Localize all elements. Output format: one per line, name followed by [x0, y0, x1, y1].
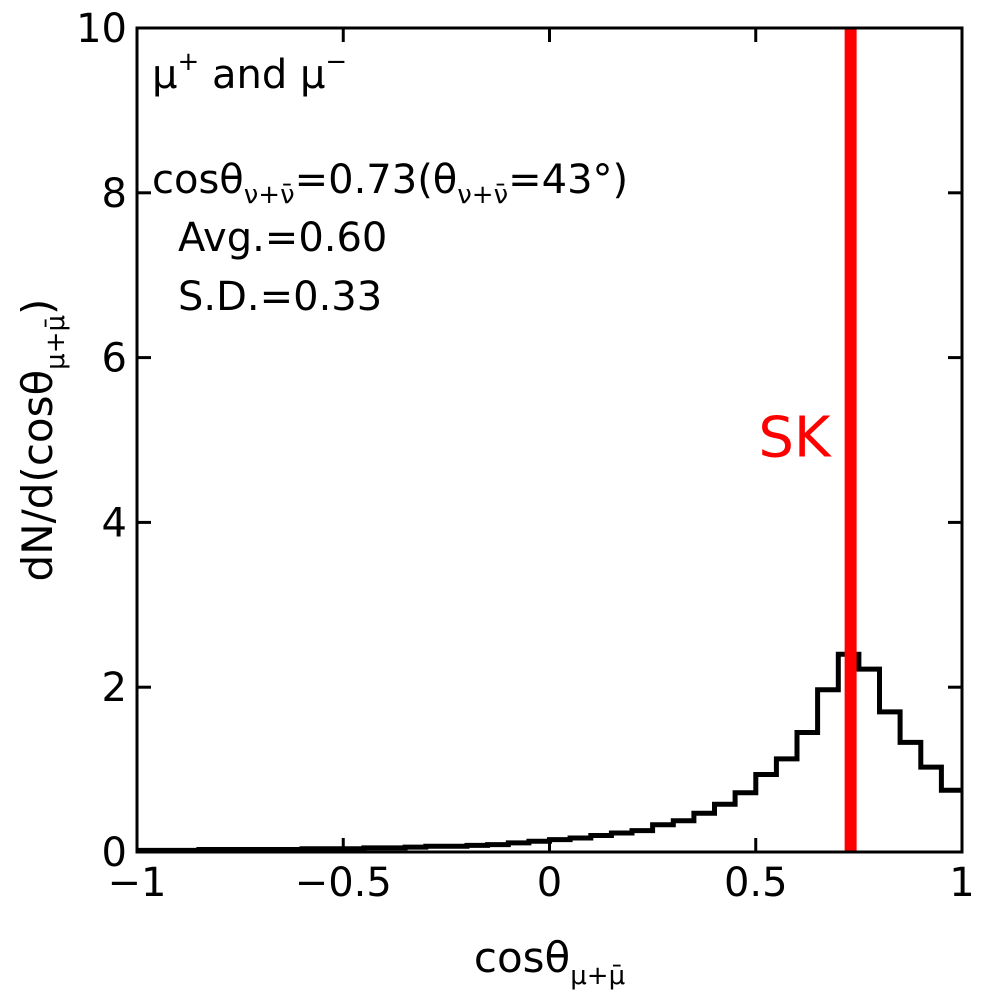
histogram-step-line [137, 651, 962, 853]
y-tick-label: 0 [102, 830, 127, 876]
x-tick-label: 0.5 [724, 860, 788, 906]
y-tick-label: 10 [76, 6, 127, 52]
annotation-neutrino-angle: cosθν+ν̄=0.73(θν+ν̄=43°) [152, 157, 628, 210]
annotation-standard-deviation: S.D.=0.33 [178, 274, 382, 320]
y-tick-label: 8 [102, 171, 127, 217]
annotation-average: Avg.=0.60 [178, 215, 387, 261]
axis-ticks [135, 26, 964, 854]
y-tick-label: 2 [102, 665, 127, 711]
x-tick-label: −1 [108, 860, 167, 906]
annotation-particles: μ+ and μ− [152, 47, 347, 98]
x-tick-label: −0.5 [295, 860, 392, 906]
sk-label: SK [758, 405, 832, 470]
y-axis-label: dN/d(cosθμ+μ̄) [13, 299, 71, 582]
x-axis-label: cosθμ+μ̄ [474, 933, 625, 991]
y-tick-label: 6 [102, 336, 127, 382]
x-tick-label: 1 [949, 860, 974, 906]
y-tick-label: 4 [102, 500, 127, 546]
x-tick-label: 0 [537, 860, 562, 906]
